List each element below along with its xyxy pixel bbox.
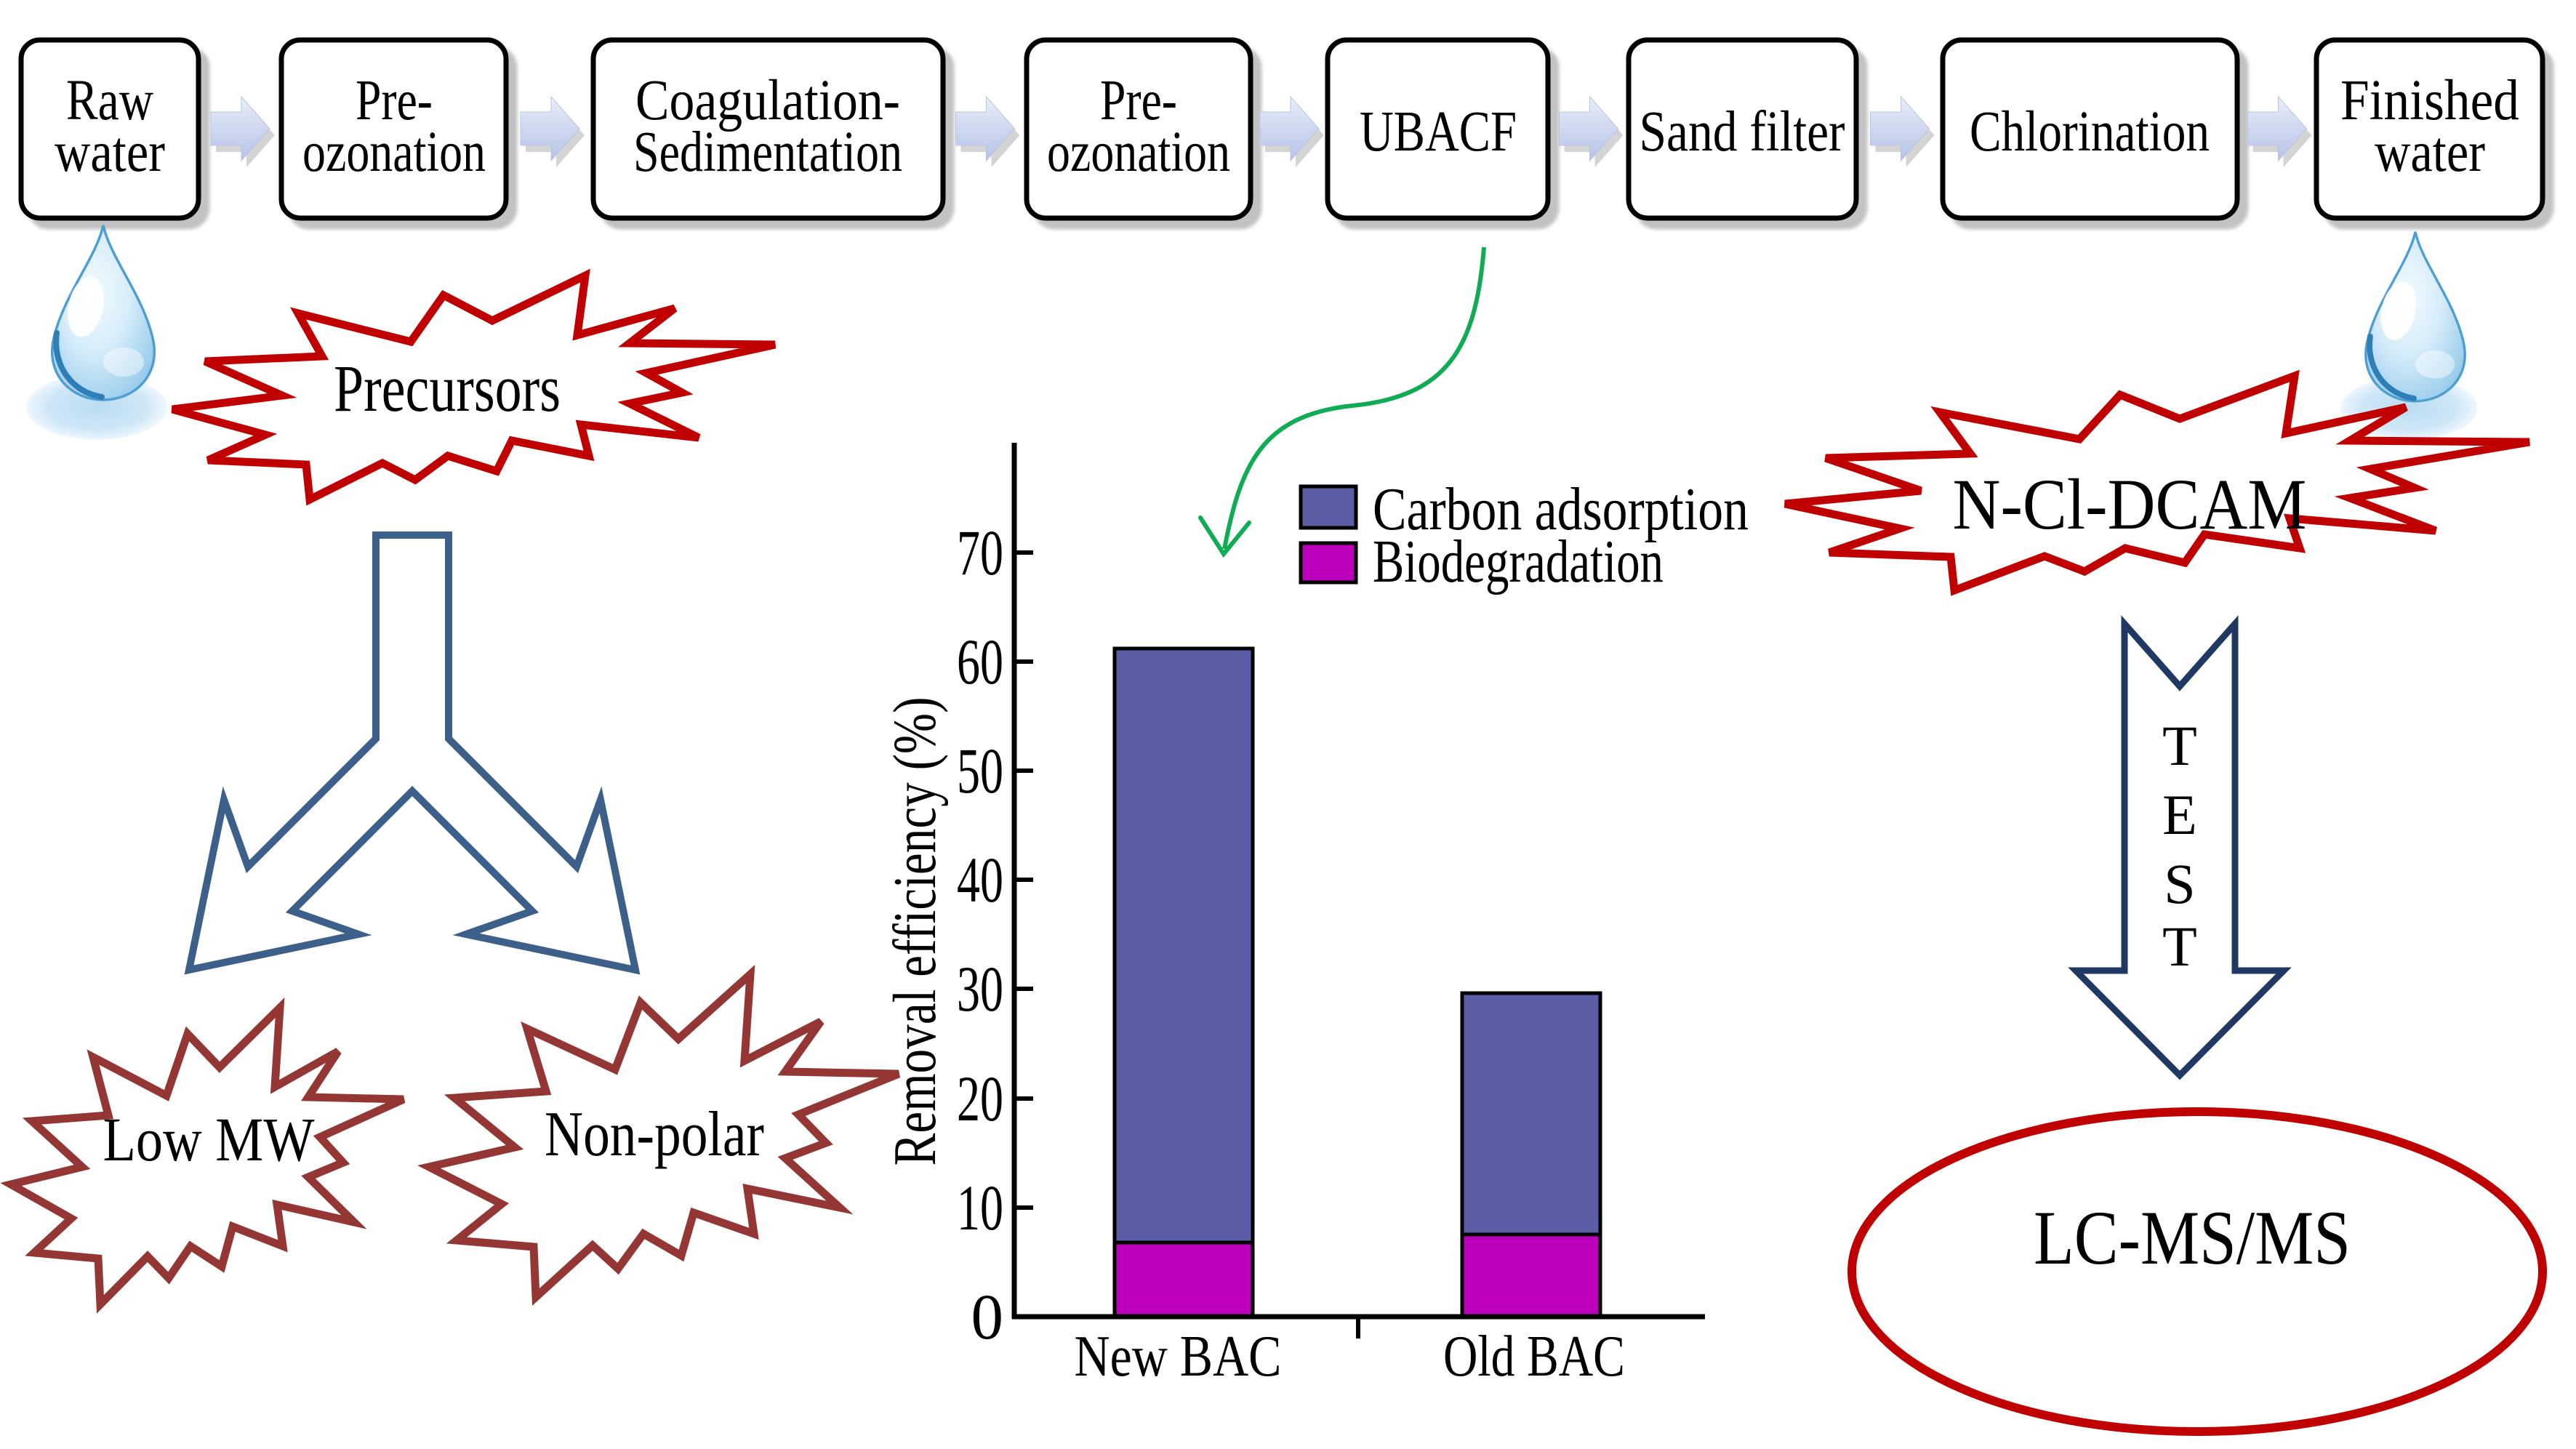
svg-text:Non-polar: Non-polar: [545, 1099, 764, 1170]
svg-text:Pre-: Pre-: [1100, 69, 1177, 132]
svg-text:Carbon adsorption: Carbon adsorption: [1373, 475, 1749, 543]
svg-text:Finished: Finished: [2340, 69, 2519, 132]
svg-text:70: 70: [957, 518, 1003, 589]
svg-text:Coagulation-: Coagulation-: [635, 69, 900, 132]
svg-text:T: T: [2162, 915, 2197, 978]
svg-text:Low MW: Low MW: [103, 1104, 315, 1174]
svg-text:Old BAC: Old BAC: [1443, 1325, 1625, 1389]
svg-text:10: 10: [957, 1173, 1003, 1244]
svg-text:Raw: Raw: [66, 69, 153, 132]
svg-text:Pre-: Pre-: [356, 69, 433, 132]
svg-text:Chlorination: Chlorination: [1970, 100, 2210, 164]
svg-text:S: S: [2164, 852, 2195, 915]
svg-text:water: water: [55, 121, 165, 184]
svg-text:50: 50: [957, 736, 1003, 807]
svg-text:20: 20: [957, 1064, 1003, 1135]
svg-text:ozonation: ozonation: [302, 121, 486, 184]
svg-text:60: 60: [957, 627, 1003, 698]
svg-text:N-Cl-DCAM: N-Cl-DCAM: [1953, 464, 2307, 545]
svg-text:30: 30: [957, 954, 1003, 1025]
svg-text:UBACF: UBACF: [1360, 100, 1517, 164]
svg-text:T: T: [2162, 714, 2197, 777]
svg-text:Precursors: Precursors: [334, 351, 561, 425]
svg-text:New BAC: New BAC: [1075, 1325, 1282, 1389]
svg-text:LC-MS/MS: LC-MS/MS: [2034, 1195, 2351, 1280]
svg-text:Removal efficiency (%): Removal efficiency (%): [881, 697, 949, 1166]
svg-text:Biodegradation: Biodegradation: [1373, 528, 1664, 595]
svg-text:40: 40: [957, 845, 1003, 916]
svg-text:Sedimentation: Sedimentation: [633, 121, 902, 184]
svg-text:Sand filter: Sand filter: [1640, 100, 1845, 164]
svg-text:E: E: [2162, 783, 2197, 846]
svg-text:water: water: [2375, 121, 2485, 184]
svg-text:ozonation: ozonation: [1047, 121, 1230, 184]
svg-text:0: 0: [971, 1282, 1004, 1353]
